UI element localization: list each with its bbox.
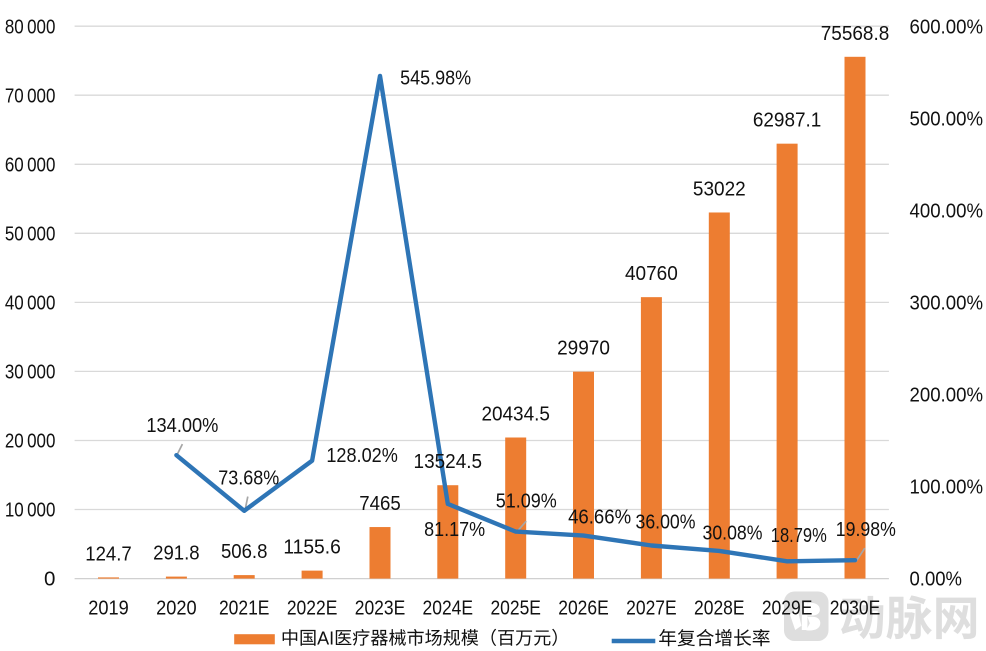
- svg-text:30.08%: 30.08%: [703, 521, 763, 544]
- svg-text:2026E: 2026E: [558, 597, 609, 620]
- svg-text:29970: 29970: [557, 337, 610, 360]
- svg-text:500.00%: 500.00%: [910, 107, 984, 130]
- svg-text:40760: 40760: [625, 262, 678, 285]
- svg-text:46.66%: 46.66%: [568, 506, 631, 529]
- svg-text:2029E: 2029E: [762, 597, 813, 620]
- svg-text:134.00%: 134.00%: [146, 414, 218, 437]
- svg-text:100.00%: 100.00%: [910, 476, 984, 499]
- svg-text:18.79%: 18.79%: [771, 524, 827, 547]
- svg-text:124.7: 124.7: [85, 543, 132, 566]
- svg-text:2025E: 2025E: [490, 597, 541, 620]
- svg-text:70 000: 70 000: [5, 84, 56, 107]
- svg-text:36.00%: 36.00%: [636, 511, 696, 534]
- svg-text:73.68%: 73.68%: [218, 467, 279, 490]
- svg-text:545.98%: 545.98%: [400, 66, 471, 89]
- svg-text:60 000: 60 000: [5, 153, 56, 176]
- svg-text:40 000: 40 000: [5, 292, 56, 315]
- svg-text:2021E: 2021E: [219, 597, 270, 620]
- svg-text:62987.1: 62987.1: [753, 109, 822, 132]
- svg-text:200.00%: 200.00%: [910, 384, 984, 407]
- svg-text:51.09%: 51.09%: [496, 490, 557, 513]
- svg-text:50 000: 50 000: [5, 222, 56, 245]
- svg-text:80 000: 80 000: [5, 15, 56, 38]
- svg-text:128.02%: 128.02%: [326, 444, 398, 467]
- svg-text:2023E: 2023E: [355, 597, 406, 620]
- svg-text:10 000: 10 000: [5, 499, 56, 522]
- svg-text:0.00%: 0.00%: [910, 568, 963, 591]
- svg-text:2024E: 2024E: [423, 597, 474, 620]
- svg-text:30 000: 30 000: [5, 361, 56, 384]
- svg-text:600.00%: 600.00%: [910, 15, 984, 38]
- svg-text:400.00%: 400.00%: [910, 199, 984, 222]
- svg-text:53022: 53022: [693, 178, 746, 201]
- svg-text:20434.5: 20434.5: [481, 403, 550, 426]
- svg-text:506.8: 506.8: [221, 540, 268, 563]
- svg-text:300.00%: 300.00%: [910, 292, 984, 315]
- svg-text:1155.6: 1155.6: [283, 536, 341, 559]
- svg-text:291.8: 291.8: [153, 542, 200, 565]
- svg-text:2019: 2019: [88, 597, 129, 620]
- svg-text:2028E: 2028E: [694, 597, 745, 620]
- svg-text:20 000: 20 000: [5, 430, 56, 453]
- svg-text:2022E: 2022E: [287, 597, 338, 620]
- svg-text:2030E: 2030E: [830, 597, 881, 620]
- svg-text:AI: AI: [317, 628, 334, 648]
- svg-text:7465: 7465: [359, 492, 401, 515]
- svg-text:13524.5: 13524.5: [414, 450, 483, 473]
- svg-text:19.98%: 19.98%: [836, 518, 896, 541]
- svg-text:2027E: 2027E: [626, 597, 677, 620]
- svg-text:75568.8: 75568.8: [821, 22, 890, 45]
- svg-text:2020: 2020: [156, 597, 197, 620]
- svg-text:81.17%: 81.17%: [424, 518, 485, 541]
- svg-text:0: 0: [44, 568, 55, 591]
